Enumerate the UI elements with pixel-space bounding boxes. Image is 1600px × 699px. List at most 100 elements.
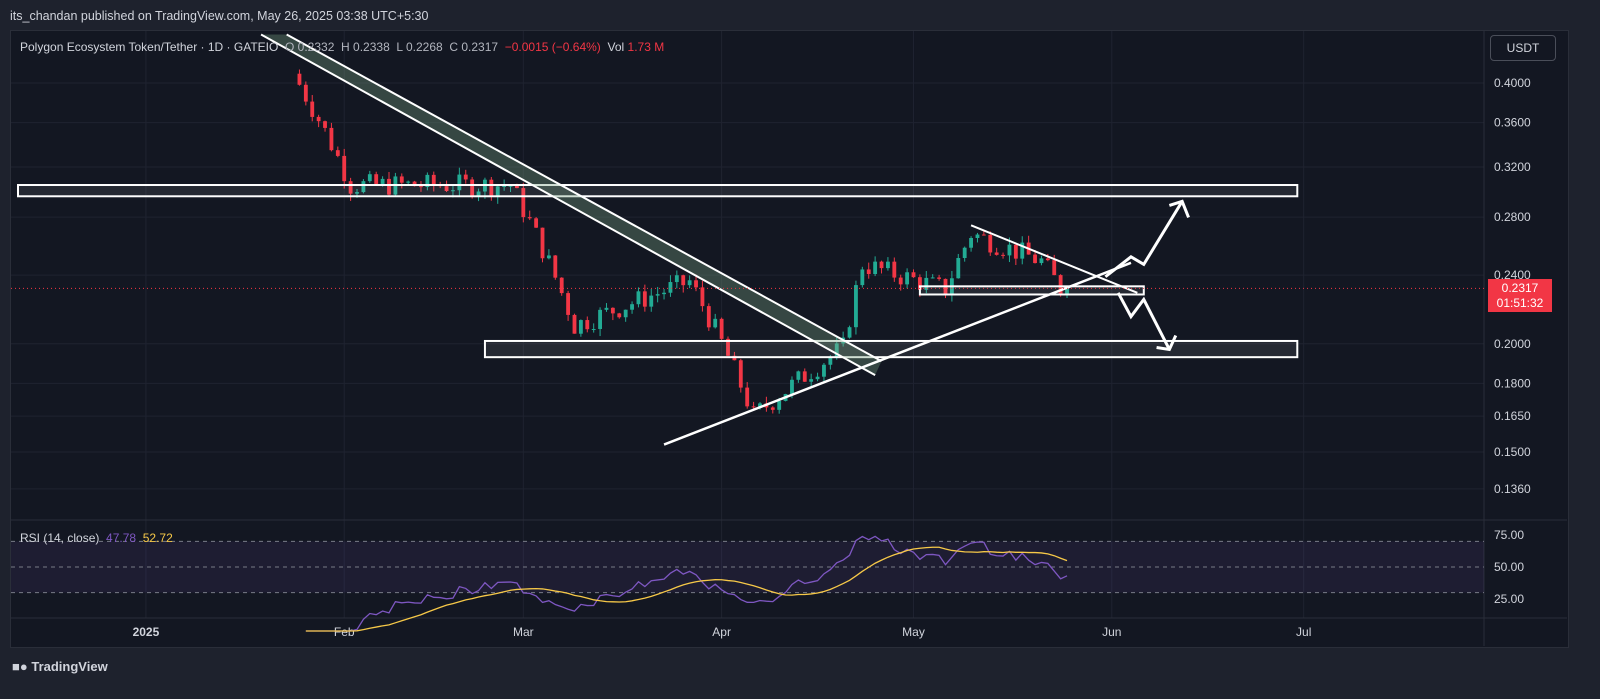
candle-body [521,188,526,218]
y-axis-label: 0.2800 [1494,210,1531,224]
y-axis-label: 0.1800 [1494,376,1531,390]
candle-body [898,277,903,285]
candle-body [342,155,347,182]
candle-body [1013,244,1018,259]
candle-body [956,258,961,279]
zone-consolidation[interactable] [918,285,1145,296]
rsi-axis-label: 25.00 [1494,592,1524,606]
candle-body [623,309,628,318]
candle-body [975,234,980,239]
candle-body [585,320,590,330]
candle-body [1020,242,1025,259]
candle-body [694,280,698,288]
candle-body [1039,258,1044,264]
rsi-label[interactable]: RSI (14, close) [20,531,100,545]
candle-body [924,277,929,290]
open-value: O 0.2332 [285,40,335,54]
candle-body [604,307,609,310]
candle-body [361,181,366,193]
candle-body [962,247,967,259]
volume-label: Vol [607,40,625,54]
candle-body [297,73,302,85]
candle-body [802,371,807,382]
candle-body [329,127,334,151]
candle-body [662,292,666,295]
candle-body [1058,275,1063,295]
candle-body [559,277,564,294]
x-axis-label: Mar [513,625,534,639]
candle-body [866,269,871,275]
y-axis-label: 0.1650 [1494,409,1531,423]
descending-channel-upper[interactable] [286,33,883,362]
y-axis-label: 0.1360 [1494,482,1531,496]
rsi-axis-label: 50.00 [1494,560,1524,574]
descending-channel-lower[interactable] [260,33,876,377]
zone-support[interactable] [483,339,1299,359]
candle-body [527,217,532,219]
candle-body [994,252,999,255]
x-axis-label: Feb [334,625,355,639]
candle-body [905,272,910,285]
candle-body [655,294,660,296]
candle-body [303,84,308,102]
candle-body [425,174,430,187]
publisher-text: its_chandan published on TradingView.com… [10,9,429,23]
candle-body [687,280,692,286]
bullish-path-arrow[interactable] [1104,200,1184,278]
rising-support-line[interactable] [663,261,1132,446]
triangle-resistance-line[interactable] [970,224,1138,294]
high-value: H 0.2338 [341,40,390,54]
bar-countdown: 01:51:32 [1496,296,1544,310]
candle-body [981,234,986,236]
candle-body [892,261,897,278]
candle-body [700,287,705,307]
candle-body [886,261,890,269]
candle-body [380,178,385,184]
candle-body [1033,254,1037,264]
candle-body [822,364,826,377]
zone-resistance[interactable] [17,184,1299,198]
candle-body [591,328,596,330]
candle-body [348,181,353,194]
x-axis-label: May [902,625,925,639]
candle-body [770,407,775,410]
x-axis-label: Jun [1102,625,1121,639]
close-value: C 0.2317 [449,40,499,54]
rsi-value: 47.78 [106,531,137,545]
tradingview-icon: ■● [12,659,28,674]
candle-body [630,304,634,310]
symbol-name[interactable]: Polygon Ecosystem Token/Tether · 1D · GA… [20,40,279,54]
chart-panel[interactable] [10,30,1569,648]
x-axis-label: Apr [712,625,731,639]
change-value: −0.0015 (−0.64%) [504,40,601,54]
candle-body [937,277,942,279]
bearish-path-arrow[interactable] [1116,292,1171,351]
candle-body [751,406,756,408]
candle-body [777,400,782,410]
candle-body [681,275,686,286]
candle-body [815,376,820,380]
tradingview-logo[interactable]: ■● TradingView [12,659,108,674]
candle-body [335,150,340,156]
candle-body [847,327,852,338]
low-value: L 0.2268 [396,40,443,54]
candle-body [399,176,404,183]
candle-body [566,293,571,315]
candle-body [444,186,449,192]
candle-body [758,403,762,408]
rsi-axis-label: 75.00 [1494,528,1524,542]
candle-body [668,282,673,293]
bullish-arrowhead [1168,199,1190,218]
candle-body [809,379,814,382]
candle-body [355,192,359,194]
candle-body [713,318,718,328]
candle-body [642,291,647,307]
candle-body [419,186,423,188]
candle-body [879,261,884,269]
currency-button[interactable]: USDT [1490,35,1556,61]
candle-body [310,101,315,117]
last-price: 0.2317 [1501,281,1539,295]
candle-body [796,371,801,380]
candle-body [860,269,865,286]
